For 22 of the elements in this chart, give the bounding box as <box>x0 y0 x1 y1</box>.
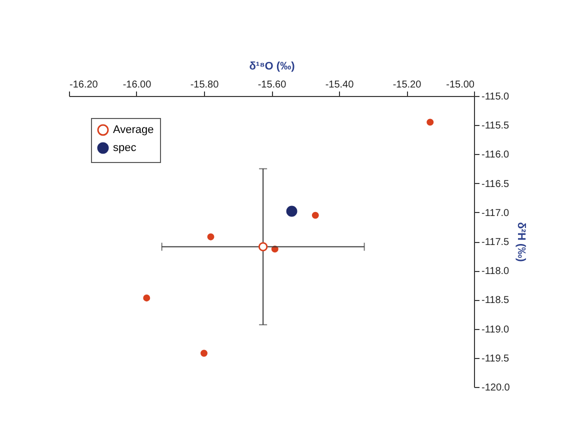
y-tick-label: -116.5 <box>482 178 510 190</box>
y-tick-label: -119.0 <box>482 324 510 336</box>
y-tick-label: -115.0 <box>482 92 510 102</box>
y-tick-label: -117.5 <box>482 237 510 248</box>
y-tick-label: -118.5 <box>482 295 510 306</box>
x-tick-label: -16.00 <box>122 80 152 90</box>
x-tick-label: -15.00 <box>446 80 475 90</box>
x-tick-label: -15.20 <box>392 80 422 90</box>
y-tick-label: -119.5 <box>482 353 510 364</box>
x-tick-label: -15.40 <box>325 80 354 90</box>
x-tick-label: -15.60 <box>258 80 287 90</box>
y-axis-title: δ²H (‰) <box>514 222 527 262</box>
y-tick-label: -116.0 <box>482 150 510 161</box>
legend-label: spec <box>113 142 137 154</box>
x-axis-title: δ¹⁸O (‰) <box>249 60 296 72</box>
y-tick-label: -118.0 <box>482 266 510 278</box>
y-tick-label: -120.0 <box>482 382 510 394</box>
y-tick-label: -117.0 <box>482 208 510 219</box>
legend-label: Average <box>113 124 154 136</box>
y-tick-label: -115.5 <box>482 120 510 132</box>
x-tick-label: -15.80 <box>190 80 220 90</box>
x-tick-label: -16.20 <box>70 80 98 90</box>
